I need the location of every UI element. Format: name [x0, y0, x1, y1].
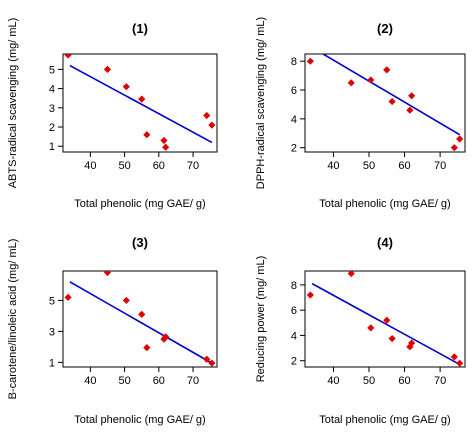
x-tick-label: 60: [398, 160, 410, 172]
x-tick-label: 60: [153, 375, 165, 387]
data-point: [388, 97, 396, 106]
data-point: [208, 359, 216, 367]
panel-1: (1) Total phenolic (mg GAE/ g) ABTS-radica…: [7, 18, 218, 210]
data-point: [406, 343, 414, 351]
y-tick-label: 6: [291, 85, 297, 97]
plot-frame: [62, 270, 218, 368]
x-tick-label: 50: [118, 160, 130, 172]
x-tick-label: 70: [187, 375, 199, 387]
x-tick-label: 70: [187, 160, 199, 172]
data-point: [456, 359, 464, 367]
data-point: [208, 121, 216, 129]
data-point: [143, 344, 151, 352]
y-axis-label: B-carotene/linoleic acid (mg/ mL): [7, 239, 19, 400]
panel-title: (2): [377, 21, 393, 36]
data-point: [160, 136, 168, 145]
data-point: [388, 334, 396, 343]
y-tick-label: 4: [291, 330, 297, 342]
y-tick-label: 2: [291, 143, 297, 155]
panel-title: (3): [132, 235, 148, 250]
panel-4: (4) Total phenolic (mg GAE/ g) Reducing po…: [255, 235, 466, 426]
data-point: [367, 76, 375, 84]
y-tick-label: 6: [291, 305, 297, 317]
plot-area: [64, 271, 216, 367]
y-tick-label: 2: [49, 122, 55, 134]
data-point: [406, 106, 414, 114]
data-point: [203, 355, 211, 363]
y-tick-label: 5: [49, 295, 55, 307]
plot-area: [306, 271, 464, 367]
x-axis-label: Total phenolic (mg GAE/ g): [74, 198, 205, 210]
regression-line: [321, 54, 461, 136]
x-tick-label: 40: [84, 160, 96, 172]
data-point: [306, 57, 314, 65]
regression-line: [69, 64, 213, 144]
plot-frame: [62, 53, 218, 153]
panel-2: (2) Total phenolic (mg GAE/ g) DPPH-radica…: [255, 17, 466, 210]
y-tick-label: 3: [49, 103, 55, 115]
y-tick-label: 4: [291, 114, 297, 126]
data-point: [383, 66, 391, 74]
x-tick-label: 70: [434, 375, 446, 387]
x-axis-label: Total phenolic (mg GAE/ g): [319, 414, 450, 426]
data-point: [64, 293, 72, 301]
data-point: [162, 143, 170, 151]
data-point: [162, 333, 170, 341]
y-tick-label: 1: [49, 141, 55, 153]
y-axis-label: DPPH-radical scavenging (mg/ mL): [255, 17, 267, 189]
data-point: [450, 144, 458, 152]
data-point: [122, 296, 130, 305]
data-point: [408, 339, 416, 347]
data-point: [383, 316, 391, 324]
y-tick-label: 3: [49, 326, 55, 338]
data-point: [408, 92, 416, 100]
x-tick-label: 40: [327, 160, 339, 172]
y-tick-label: 1: [49, 357, 55, 369]
y-axis-label: Reducing power (mg/ mL): [255, 256, 267, 383]
x-tick-label: 40: [327, 375, 339, 387]
data-point: [103, 65, 112, 73]
x-tick-label: 70: [434, 160, 446, 172]
plot-frame: [304, 53, 466, 153]
data-point: [347, 271, 355, 278]
data-point: [306, 291, 314, 299]
y-tick-label: 2: [291, 356, 297, 368]
data-point: [64, 54, 72, 59]
plot-frame: [304, 270, 466, 368]
data-point: [456, 135, 464, 143]
x-tick-label: 50: [363, 160, 375, 172]
y-tick-label: 8: [291, 56, 297, 68]
panel-title: (1): [132, 21, 148, 36]
x-tick-label: 60: [153, 160, 165, 172]
plot-area: [64, 54, 216, 151]
data-point: [367, 324, 375, 332]
y-tick-label: 5: [49, 64, 55, 76]
x-axis-label: Total phenolic (mg GAE/ g): [74, 414, 205, 426]
x-tick-label: 50: [363, 375, 375, 387]
regression-line: [69, 281, 213, 364]
data-point: [203, 111, 211, 120]
data-point: [143, 131, 151, 139]
panel-3: (3) Total phenolic (mg GAE/ g) B-carotene/…: [7, 235, 218, 426]
y-axis-label: ABTS-radical scavenging (mg/ mL): [7, 18, 19, 189]
data-point: [122, 83, 130, 91]
plot-area: [306, 54, 464, 152]
x-axis-label: Total phenolic (mg GAE/ g): [319, 198, 450, 210]
x-tick-label: 60: [398, 375, 410, 387]
regression-line: [311, 282, 461, 366]
data-point: [347, 79, 355, 87]
x-tick-label: 50: [118, 375, 130, 387]
data-point: [103, 271, 112, 277]
data-point: [138, 310, 146, 318]
panel-title: (4): [377, 235, 393, 250]
data-point: [138, 95, 146, 103]
y-tick-label: 4: [49, 84, 55, 96]
x-tick-label: 40: [84, 375, 96, 387]
data-point: [450, 353, 458, 361]
y-tick-label: 8: [291, 280, 297, 292]
